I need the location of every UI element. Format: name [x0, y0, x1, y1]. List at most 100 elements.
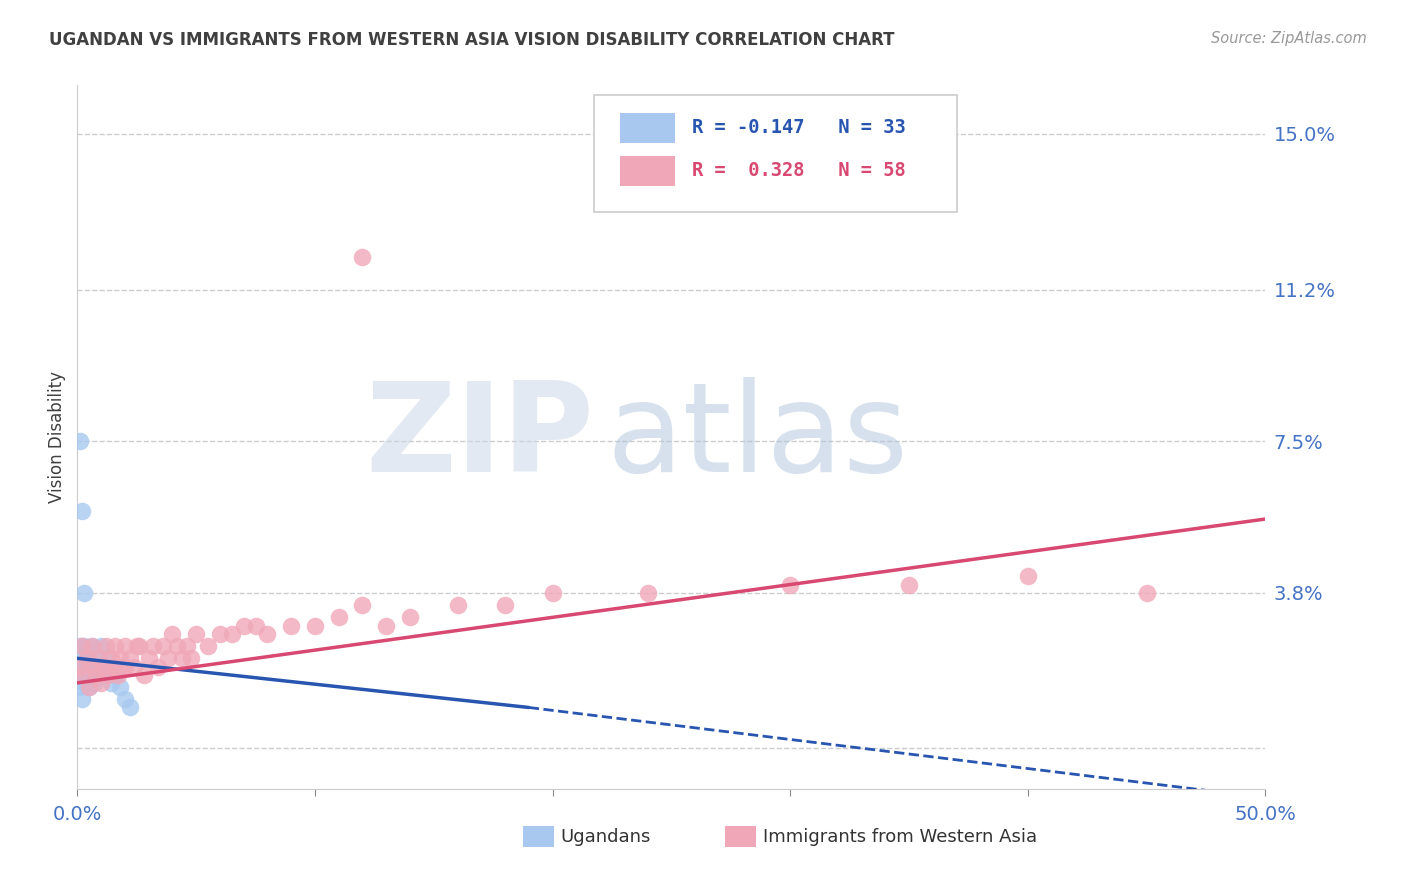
Text: Immigrants from Western Asia: Immigrants from Western Asia	[763, 828, 1038, 846]
Point	[176, 639, 198, 653]
Point	[69, 639, 91, 653]
Point	[80, 639, 103, 653]
Point	[104, 639, 127, 653]
Point	[86, 667, 108, 681]
Point	[221, 626, 243, 640]
Text: Source: ZipAtlas.com: Source: ZipAtlas.com	[1211, 31, 1367, 46]
Point	[76, 651, 98, 665]
Point	[494, 598, 516, 612]
Point	[73, 639, 96, 653]
Point	[70, 667, 93, 681]
Point	[118, 651, 141, 665]
Text: 50.0%: 50.0%	[1234, 805, 1296, 824]
Point	[77, 659, 100, 673]
Point	[541, 586, 564, 600]
Point	[87, 651, 110, 665]
Point	[73, 667, 96, 681]
Point	[69, 680, 91, 694]
Point	[76, 667, 98, 681]
Point	[197, 639, 219, 653]
Point	[70, 692, 93, 706]
Point	[142, 639, 165, 653]
Point	[100, 651, 122, 665]
Point	[637, 586, 659, 600]
Point	[97, 667, 120, 681]
Point	[352, 598, 374, 612]
Point	[245, 618, 267, 632]
Point	[156, 651, 179, 665]
Point	[107, 667, 129, 681]
FancyBboxPatch shape	[595, 95, 956, 211]
Point	[186, 626, 208, 640]
Point	[80, 667, 103, 681]
Point	[86, 651, 108, 665]
Point	[170, 651, 193, 665]
Point	[146, 659, 169, 673]
Point	[104, 667, 127, 681]
Point	[256, 626, 278, 640]
Point	[280, 618, 302, 632]
Point	[328, 610, 350, 624]
Point	[304, 618, 326, 632]
Text: R = -0.147   N = 33: R = -0.147 N = 33	[692, 119, 905, 137]
Point	[83, 659, 105, 673]
Point	[108, 651, 131, 665]
Point	[111, 659, 134, 673]
Point	[73, 586, 96, 600]
Point	[125, 639, 148, 653]
Point	[83, 659, 105, 673]
Point	[94, 667, 117, 681]
Point	[399, 610, 422, 624]
Point	[83, 676, 105, 690]
Y-axis label: Vision Disability: Vision Disability	[48, 371, 66, 503]
Point	[1136, 586, 1159, 600]
Point	[76, 651, 98, 665]
Text: atlas: atlas	[606, 376, 908, 498]
Point	[100, 676, 122, 690]
Point	[73, 676, 96, 690]
Point	[90, 676, 112, 690]
FancyBboxPatch shape	[620, 113, 675, 143]
FancyBboxPatch shape	[620, 156, 675, 186]
Point	[90, 639, 112, 653]
Point	[80, 639, 103, 653]
Point	[138, 651, 160, 665]
Point	[73, 659, 96, 673]
Point	[114, 692, 136, 706]
Point	[375, 618, 398, 632]
Point	[77, 680, 100, 694]
Point	[352, 250, 374, 264]
Point	[118, 700, 141, 714]
Text: UGANDAN VS IMMIGRANTS FROM WESTERN ASIA VISION DISABILITY CORRELATION CHART: UGANDAN VS IMMIGRANTS FROM WESTERN ASIA …	[49, 31, 894, 49]
Point	[93, 659, 115, 673]
Point	[97, 651, 120, 665]
Point	[208, 626, 231, 640]
Point	[114, 659, 136, 673]
Point	[77, 680, 100, 694]
Text: 0.0%: 0.0%	[52, 805, 103, 824]
FancyBboxPatch shape	[523, 826, 554, 847]
Point	[162, 626, 184, 640]
Point	[101, 659, 124, 673]
Point	[128, 639, 150, 653]
Point	[87, 659, 110, 673]
Point	[232, 618, 254, 632]
Point	[114, 639, 136, 653]
Point	[779, 577, 801, 591]
Point	[898, 577, 921, 591]
Point	[446, 598, 468, 612]
Text: ZIP: ZIP	[366, 376, 595, 498]
Point	[70, 504, 93, 518]
Point	[86, 667, 108, 681]
Text: R =  0.328   N = 58: R = 0.328 N = 58	[692, 161, 905, 180]
Point	[101, 659, 124, 673]
Point	[70, 639, 93, 653]
Point	[70, 651, 93, 665]
Point	[69, 659, 91, 673]
Point	[180, 651, 202, 665]
Point	[1017, 569, 1039, 583]
Text: Ugandans: Ugandans	[561, 828, 651, 846]
Point	[69, 659, 91, 673]
Point	[166, 639, 188, 653]
Point	[124, 659, 146, 673]
